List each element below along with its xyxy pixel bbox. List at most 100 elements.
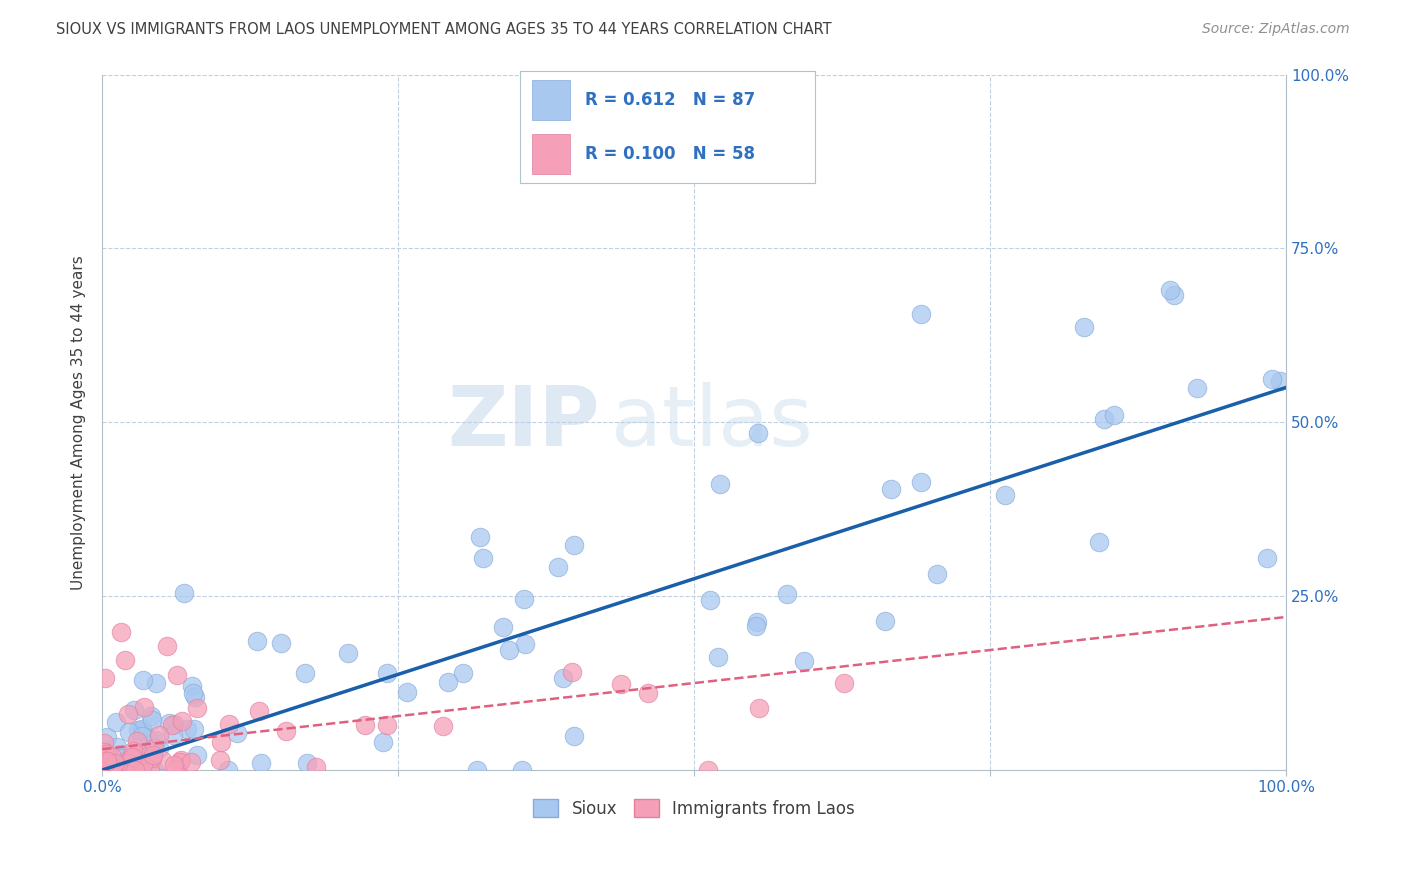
Point	[96, 754, 118, 768]
Point	[117, 707, 139, 722]
Point	[492, 620, 515, 634]
Y-axis label: Unemployment Among Ages 35 to 44 years: Unemployment Among Ages 35 to 44 years	[72, 255, 86, 590]
Point	[121, 762, 143, 776]
Point	[129, 751, 152, 765]
Point	[101, 750, 124, 764]
Point	[110, 751, 132, 765]
Point	[512, 591, 534, 606]
Point	[776, 587, 799, 601]
Point	[925, 567, 948, 582]
Text: R = 0.612   N = 87: R = 0.612 N = 87	[585, 91, 755, 110]
Point	[337, 646, 360, 660]
Point	[181, 679, 204, 693]
Point	[138, 732, 160, 747]
Point	[131, 762, 153, 776]
Point	[176, 722, 198, 736]
Point	[1256, 551, 1278, 566]
Point	[121, 757, 143, 772]
Point	[432, 719, 454, 733]
Point	[551, 671, 574, 685]
Point	[699, 592, 721, 607]
Point	[118, 759, 141, 773]
Point	[748, 700, 770, 714]
Point	[305, 760, 328, 774]
Point	[294, 666, 316, 681]
Point	[157, 716, 180, 731]
Point	[170, 714, 193, 728]
Point	[141, 714, 163, 728]
Point	[148, 728, 170, 742]
Legend: Sioux, Immigrants from Laos: Sioux, Immigrants from Laos	[527, 793, 862, 824]
Point	[94, 754, 117, 768]
Point	[208, 753, 231, 767]
Point	[1087, 535, 1109, 549]
Point	[131, 756, 153, 771]
Point	[437, 675, 460, 690]
Point	[468, 529, 491, 543]
Point	[125, 733, 148, 747]
Point	[143, 741, 166, 756]
Point	[793, 654, 815, 668]
Point	[117, 756, 139, 771]
Point	[98, 759, 121, 773]
Point	[1159, 283, 1181, 297]
Point	[274, 724, 297, 739]
Point	[270, 636, 292, 650]
Point	[1073, 319, 1095, 334]
Point	[375, 665, 398, 680]
Point	[880, 482, 903, 496]
Point	[451, 666, 474, 681]
Point	[1092, 412, 1115, 426]
Point	[94, 671, 117, 685]
Text: R = 0.100   N = 58: R = 0.100 N = 58	[585, 145, 755, 163]
Point	[875, 614, 897, 628]
Point	[141, 751, 163, 765]
Point	[181, 686, 204, 700]
Point	[1261, 371, 1284, 385]
Point	[148, 740, 170, 755]
Point	[225, 726, 247, 740]
Point	[101, 762, 124, 776]
Point	[129, 756, 152, 770]
Point	[247, 704, 270, 718]
Point	[180, 756, 202, 770]
Point	[834, 676, 856, 690]
Point	[139, 763, 162, 777]
Point	[131, 673, 153, 687]
Point	[250, 756, 273, 770]
Point	[127, 746, 149, 760]
Point	[110, 747, 132, 761]
Point	[105, 740, 128, 755]
Point	[170, 752, 193, 766]
Point	[637, 686, 659, 700]
Point	[561, 665, 583, 679]
Point	[124, 763, 146, 777]
Point	[173, 586, 195, 600]
Point	[150, 753, 173, 767]
Point	[747, 425, 769, 440]
Point	[121, 750, 143, 764]
Point	[122, 743, 145, 757]
Point	[93, 736, 115, 750]
Point	[1102, 408, 1125, 422]
Point	[162, 727, 184, 741]
Point	[184, 690, 207, 704]
Point	[121, 750, 143, 764]
Point	[707, 650, 730, 665]
Point	[132, 724, 155, 739]
Point	[910, 307, 932, 321]
Point	[375, 718, 398, 732]
Point	[697, 763, 720, 777]
Point	[1270, 374, 1292, 388]
Point	[117, 755, 139, 769]
Text: atlas: atlas	[612, 382, 813, 463]
Point	[142, 763, 165, 777]
Point	[498, 642, 520, 657]
Point	[97, 760, 120, 774]
Point	[96, 747, 118, 761]
Point	[132, 700, 155, 714]
Point	[709, 476, 731, 491]
Bar	[531, 134, 571, 174]
Point	[562, 729, 585, 743]
Point	[610, 677, 633, 691]
